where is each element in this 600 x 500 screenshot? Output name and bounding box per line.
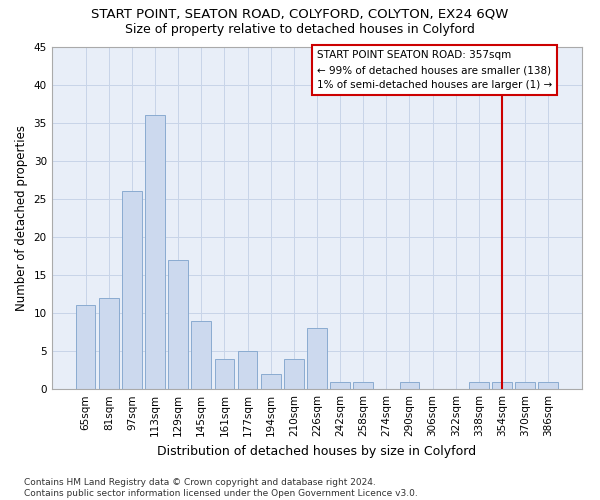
Bar <box>76 306 95 389</box>
Text: Size of property relative to detached houses in Colyford: Size of property relative to detached ho… <box>125 22 475 36</box>
Bar <box>122 191 142 389</box>
Bar <box>191 320 211 389</box>
Bar <box>99 298 119 389</box>
Bar <box>169 260 188 389</box>
Bar <box>215 358 234 389</box>
Bar <box>469 382 489 389</box>
Bar <box>330 382 350 389</box>
Bar <box>353 382 373 389</box>
Bar <box>515 382 535 389</box>
Bar <box>307 328 327 389</box>
Bar <box>145 115 165 389</box>
Text: START POINT, SEATON ROAD, COLYFORD, COLYTON, EX24 6QW: START POINT, SEATON ROAD, COLYFORD, COLY… <box>91 8 509 20</box>
Bar <box>284 358 304 389</box>
X-axis label: Distribution of detached houses by size in Colyford: Distribution of detached houses by size … <box>157 444 476 458</box>
Bar <box>238 351 257 389</box>
Bar <box>538 382 558 389</box>
Bar <box>492 382 512 389</box>
Y-axis label: Number of detached properties: Number of detached properties <box>15 125 28 311</box>
Text: Contains HM Land Registry data © Crown copyright and database right 2024.
Contai: Contains HM Land Registry data © Crown c… <box>24 478 418 498</box>
Text: START POINT SEATON ROAD: 357sqm
← 99% of detached houses are smaller (138)
1% of: START POINT SEATON ROAD: 357sqm ← 99% of… <box>317 50 552 90</box>
Bar <box>261 374 281 389</box>
Bar <box>400 382 419 389</box>
